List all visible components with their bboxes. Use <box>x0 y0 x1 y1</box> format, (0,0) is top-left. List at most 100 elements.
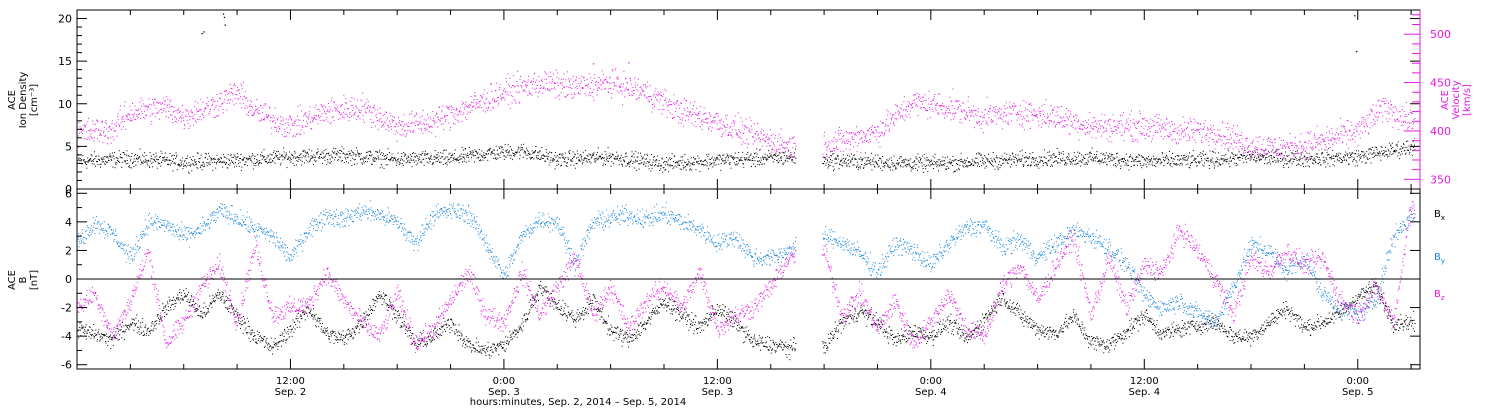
density-point <box>389 152 390 154</box>
velocity-point <box>84 126 86 128</box>
density-point <box>435 161 437 163</box>
velocity-point <box>366 98 368 100</box>
velocity-point <box>770 145 772 147</box>
density-point <box>205 153 207 154</box>
density-point <box>1137 156 1139 158</box>
density-point <box>640 155 642 157</box>
density-point <box>282 159 284 161</box>
velocity-point <box>276 128 278 130</box>
velocity-point <box>241 88 243 90</box>
density-point <box>1086 153 1088 155</box>
density-point <box>746 153 748 155</box>
density-point <box>86 167 88 169</box>
density-point <box>994 168 996 170</box>
density-point <box>250 159 252 161</box>
density-point <box>596 151 598 153</box>
velocity-point <box>328 110 330 112</box>
density-point <box>578 159 580 160</box>
velocity-point <box>700 121 702 123</box>
density-point <box>173 158 174 160</box>
density-point <box>1090 158 1092 160</box>
density-point <box>372 159 374 161</box>
density-point <box>1372 157 1374 158</box>
velocity-point <box>500 95 501 97</box>
density-point <box>958 169 960 171</box>
density-point <box>1338 152 1340 154</box>
density-point <box>342 160 343 161</box>
density-point <box>279 153 281 155</box>
velocity-point <box>581 75 583 77</box>
density-point <box>332 157 334 159</box>
velocity-point <box>219 97 221 99</box>
density-point <box>642 156 644 158</box>
velocity-point <box>135 109 137 111</box>
velocity-point <box>637 84 638 86</box>
density-point <box>543 154 545 156</box>
density-point <box>397 158 399 160</box>
velocity-point <box>294 122 296 124</box>
density-point <box>829 161 831 163</box>
velocity-point <box>506 81 507 83</box>
density-point <box>1223 155 1225 157</box>
velocity-point <box>632 90 634 91</box>
velocity-point <box>396 124 398 125</box>
density-point <box>1383 150 1385 151</box>
velocity-point <box>713 122 715 124</box>
density-point <box>230 154 232 156</box>
velocity-point <box>351 110 353 111</box>
velocity-point <box>699 126 701 128</box>
density-point <box>1036 165 1038 167</box>
velocity-point <box>275 122 276 124</box>
density-point <box>1053 154 1055 156</box>
density-point <box>1230 161 1232 163</box>
velocity-point <box>595 84 597 86</box>
density-point <box>697 160 699 162</box>
density-point <box>1214 152 1216 154</box>
density-point <box>347 156 349 158</box>
density-point <box>513 155 515 156</box>
velocity-point <box>244 90 246 92</box>
velocity-point <box>855 134 857 136</box>
density-point <box>717 154 719 156</box>
density-point <box>343 148 345 150</box>
density-point <box>363 162 365 164</box>
density-point <box>1194 159 1196 160</box>
velocity-point <box>126 116 128 118</box>
velocity-point <box>398 122 400 124</box>
velocity-point <box>279 123 281 125</box>
density-point <box>1384 155 1386 157</box>
density-point <box>1210 160 1211 162</box>
density-point <box>748 156 750 158</box>
density-point <box>617 156 619 157</box>
density-point <box>465 161 467 163</box>
density-point <box>628 161 630 163</box>
density-point <box>1012 152 1014 154</box>
density-point <box>923 171 925 173</box>
velocity-point <box>449 106 451 108</box>
velocity-point <box>682 113 684 115</box>
density-point <box>235 157 237 159</box>
density-point <box>306 159 308 161</box>
density-point <box>431 158 433 160</box>
density-point <box>611 153 613 155</box>
velocity-point <box>267 114 269 116</box>
density-point <box>977 152 979 154</box>
velocity-point <box>284 131 286 133</box>
density-point <box>128 155 130 157</box>
velocity-point <box>163 107 165 109</box>
density-point <box>948 167 950 169</box>
density-point <box>413 159 415 161</box>
density-point <box>762 156 764 158</box>
density-point <box>85 164 87 165</box>
density-point <box>929 161 931 163</box>
density-point <box>1270 156 1272 158</box>
density-point <box>386 156 388 158</box>
density-point <box>248 158 250 160</box>
velocity-point <box>376 117 378 119</box>
density-point <box>685 161 687 163</box>
velocity-point <box>910 104 912 105</box>
velocity-point <box>85 138 87 140</box>
velocity-point <box>508 83 510 85</box>
velocity-point <box>728 134 730 136</box>
velocity-point <box>747 127 749 129</box>
